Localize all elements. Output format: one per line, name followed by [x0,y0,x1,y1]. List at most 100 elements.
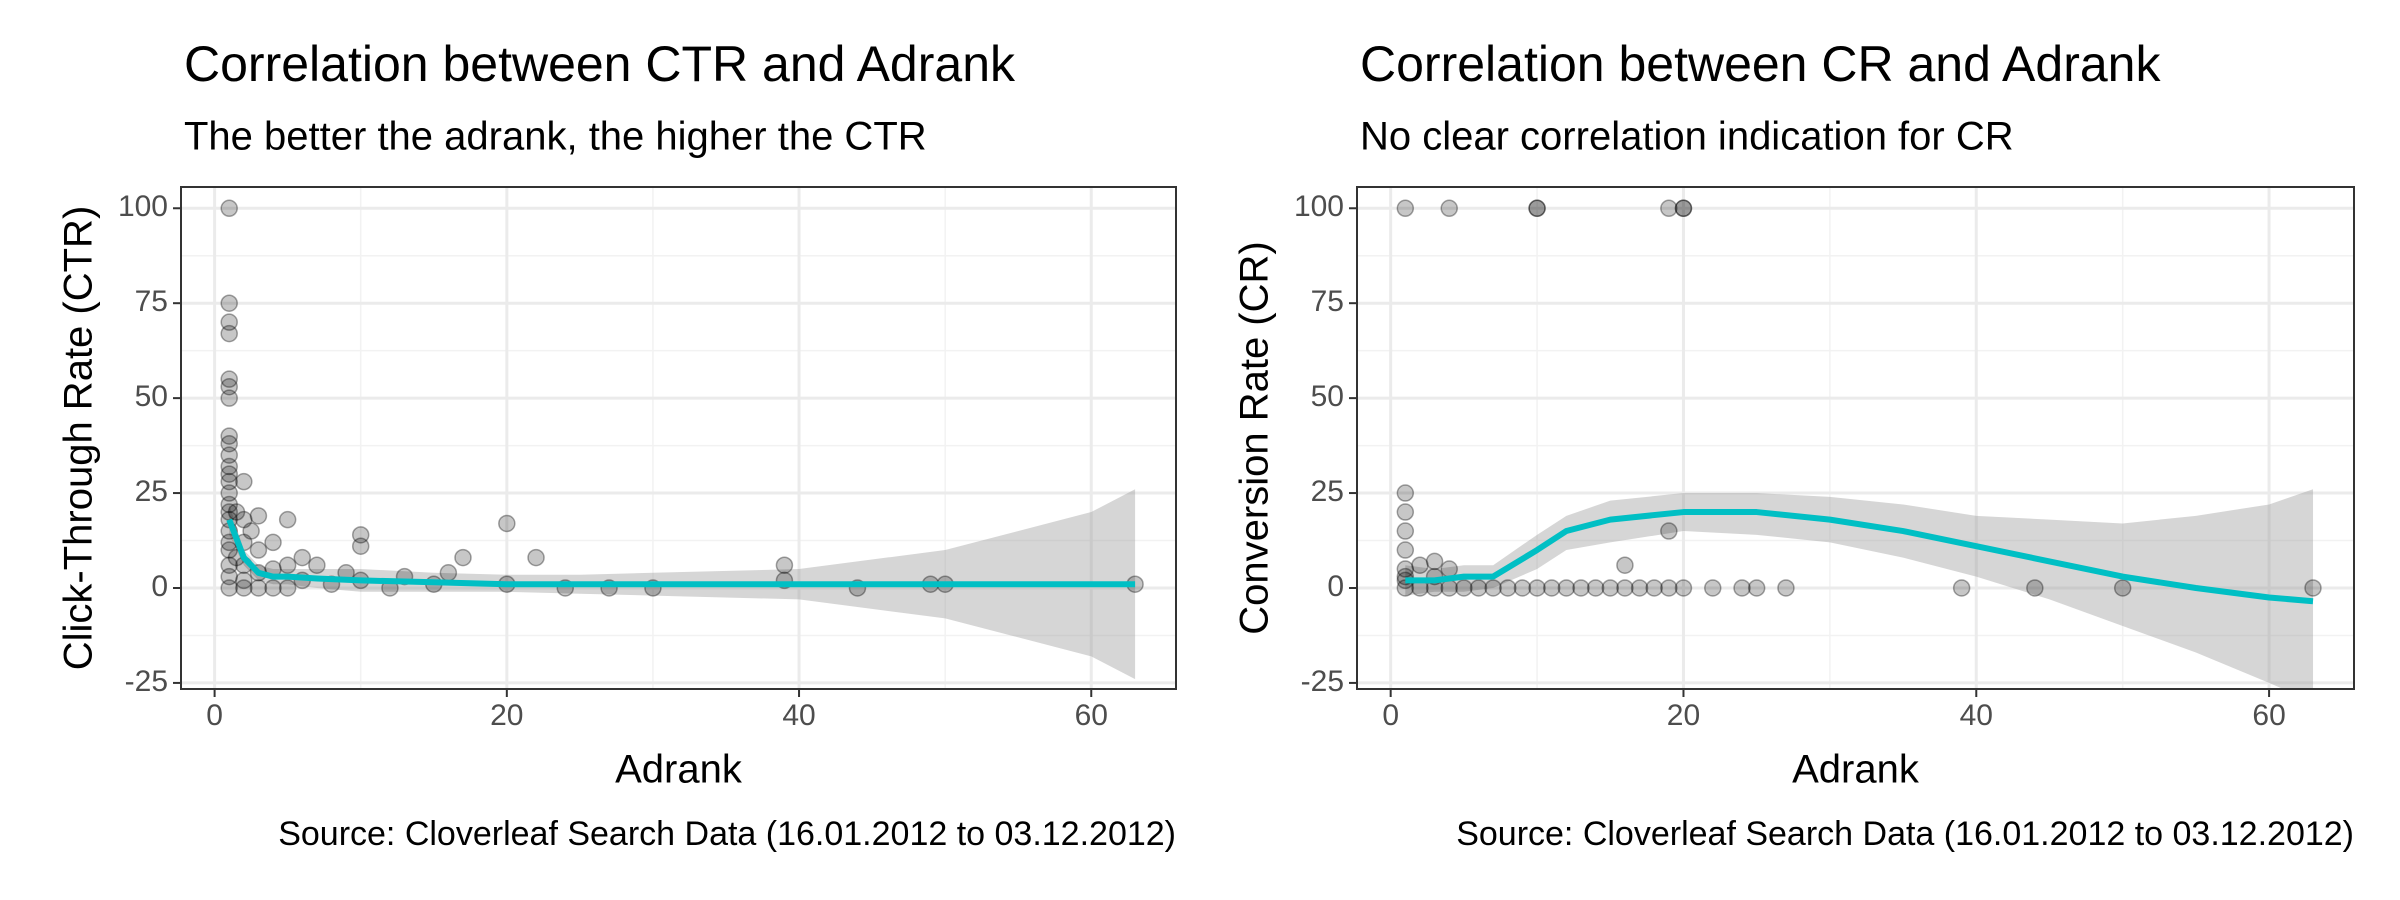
data-point [1674,579,1693,597]
x-tick-label: 20 [490,699,523,732]
data-point [498,514,516,533]
chart-subtitle: The better the adrank, the higher the CT… [184,115,927,159]
data-point [527,548,545,567]
data-point [1952,579,1971,597]
data-point [1396,541,1415,559]
data-point [235,579,253,597]
data-point [1747,579,1766,597]
data-point [220,484,238,502]
data-point [351,537,370,555]
data-point [775,556,794,574]
x-tick-label: 0 [206,699,223,732]
data-point [1630,579,1649,597]
data-point [220,434,238,453]
data-point [220,427,238,445]
data-point [1674,199,1693,218]
y-tick-label: 100 [118,190,168,223]
x-tick-label: 40 [1960,699,1993,732]
data-point [249,579,268,597]
data-point [1499,579,1517,597]
data-point [227,503,246,521]
data-point [2113,579,2132,597]
x-tick-label: 0 [1382,699,1399,732]
data-point [235,472,253,491]
data-point [293,548,312,567]
data-point [220,457,238,476]
x-tick-label: 60 [1075,699,1108,732]
data-point [1674,199,1693,218]
data-point [264,533,282,552]
data-point [220,495,238,514]
data-point [249,541,268,559]
data-point [1455,579,1473,597]
data-point [220,199,238,218]
y-tick-label: 50 [135,380,168,413]
fit-line [1405,509,2314,605]
data-point [1513,579,1532,597]
data-point [1704,579,1722,597]
data-point [1484,579,1502,597]
data-point [220,313,238,331]
data-point [220,377,238,396]
data-point [220,446,238,464]
data-point [1586,579,1605,597]
x-tick-label: 20 [1667,699,1700,732]
data-point [1572,579,1590,597]
data-point [278,579,297,597]
data-point [235,571,253,590]
data-point [308,556,326,574]
data-point [1660,579,1678,597]
data-point [1425,552,1444,571]
x-tick-label: 40 [782,699,815,732]
data-point [235,510,253,529]
data-point [1777,579,1795,597]
data-point [1601,579,1620,597]
data-point [278,556,297,574]
data-point [1396,522,1415,540]
x-tick-label: 60 [2252,699,2285,732]
data-point [1396,484,1415,502]
y-tick-label: 100 [1294,190,1344,223]
data-point [1440,560,1458,578]
data-point [242,522,260,540]
data-point [454,548,472,567]
x-axis-label: Adrank [1792,748,1920,792]
data-point [2304,579,2322,597]
data-point [1660,199,1678,218]
data-point [439,564,458,582]
data-point [1528,199,1546,218]
y-tick-label: 0 [151,570,168,603]
panel-border [180,186,1177,690]
y-tick-label: 75 [135,285,168,318]
data-point [220,541,238,559]
data-point [1528,579,1546,597]
fit-line [226,518,1136,588]
data-point [1396,503,1415,521]
chart-title: Correlation between CTR and Adrank [184,36,1016,92]
y-axis-label: Conversion Rate (CR) [1233,241,1277,634]
data-point [220,389,238,407]
data-point [1528,199,1546,218]
x-axis-label: Adrank [615,748,743,792]
data-point [1411,556,1429,574]
y-tick-label: -25 [1301,665,1344,698]
data-point [220,465,238,483]
y-tick-label: 25 [135,475,168,508]
y-tick-label: 50 [1311,380,1344,413]
data-point [1660,522,1678,540]
data-point [1733,579,1751,597]
data-point [220,579,238,597]
data-point [1469,579,1488,597]
caption: Source: Cloverleaf Search Data (16.01.20… [278,815,1176,853]
chart-panel: Correlation between CTR and Adrank The be… [57,36,1177,853]
y-tick-label: 25 [1311,475,1344,508]
data-point [1557,579,1576,597]
chart-panel: Correlation between CR and Adrank No clea… [1233,36,2355,853]
data-point [220,294,238,312]
data-point [220,567,238,586]
panel-border [1356,186,2355,690]
data-point [220,556,238,574]
caption: Source: Cloverleaf Search Data (16.01.20… [1456,815,2354,853]
data-point [1440,579,1458,597]
